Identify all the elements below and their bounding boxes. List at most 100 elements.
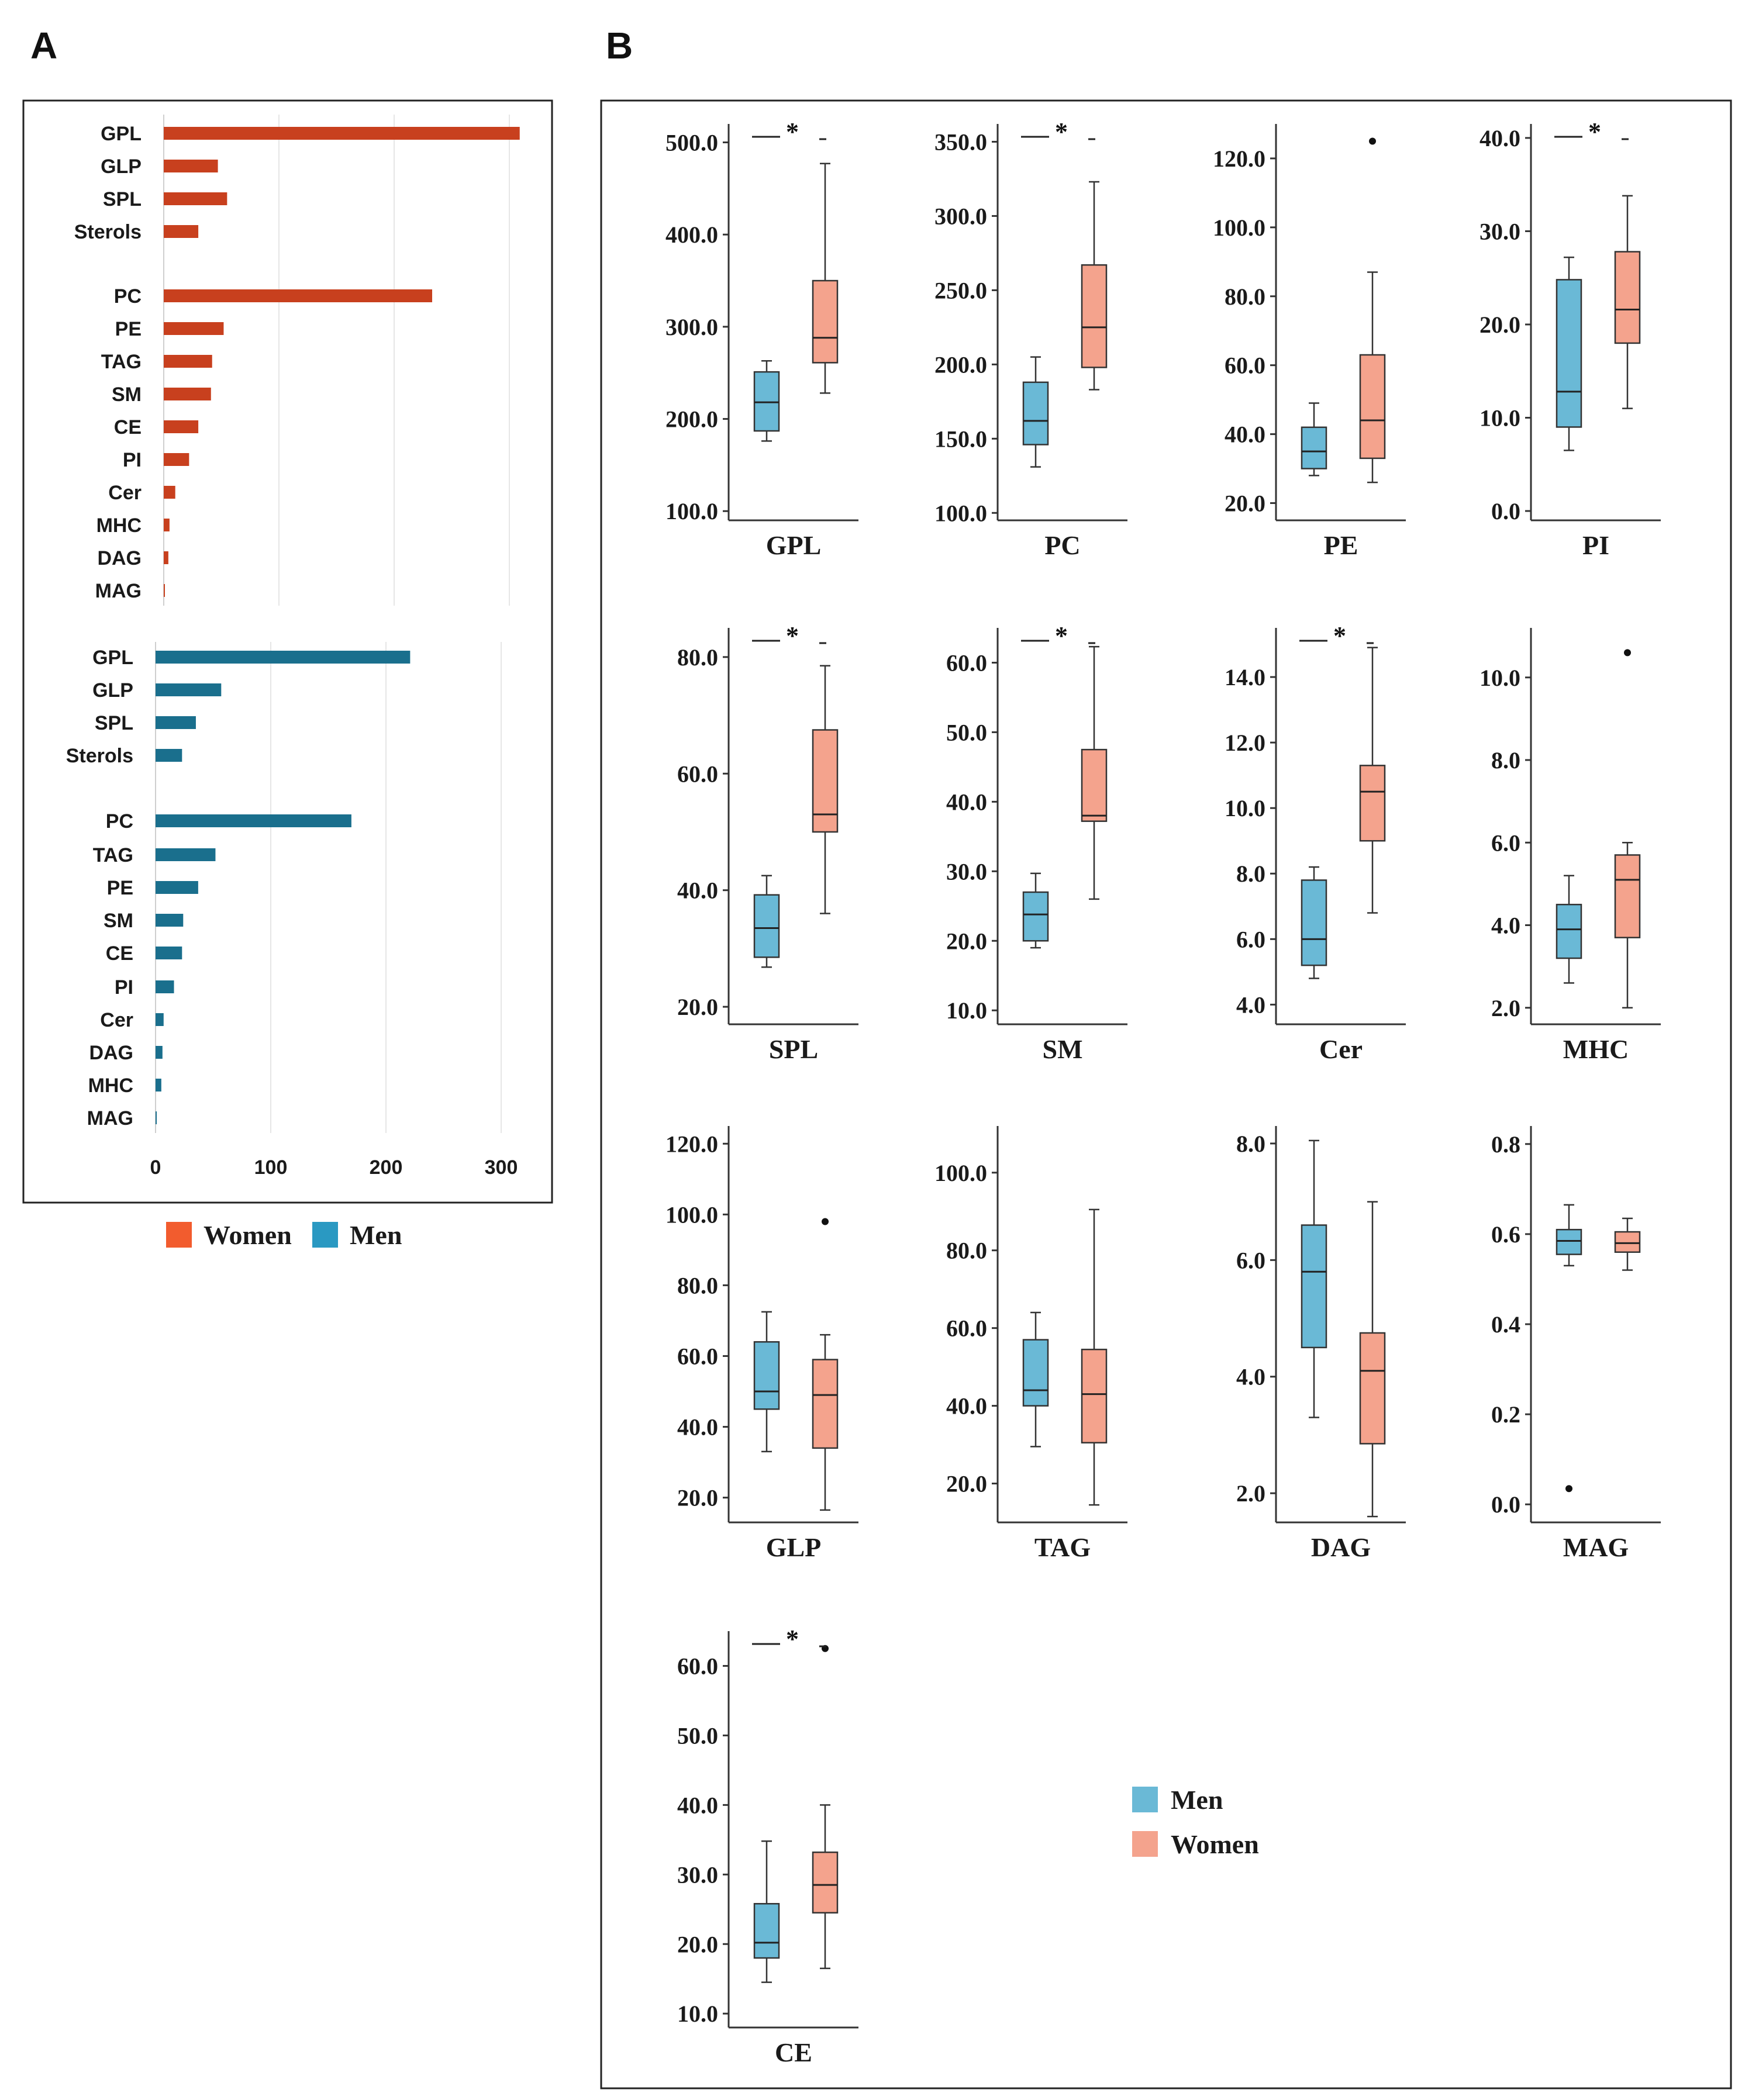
plot-title-gpl: GPL — [766, 530, 822, 560]
bar-women-dag — [164, 551, 168, 564]
y-tick-label-cer-2: 8.0 — [1236, 861, 1265, 887]
y-tick-label-gpl-2: 300.0 — [665, 314, 718, 340]
bar-men-pc — [156, 814, 351, 827]
category-label-men-sm: SM — [104, 910, 133, 932]
significance-star-sm: * — [1055, 621, 1068, 650]
y-tick-label-pe-5: 120.0 — [1213, 146, 1265, 172]
y-tick-label-pe-1: 40.0 — [1225, 422, 1265, 448]
category-label-women-ce: CE — [114, 416, 142, 438]
panel-a-frame — [22, 99, 553, 1204]
category-label-women-pc: PC — [114, 285, 142, 308]
y-tick-label-tag-3: 80.0 — [946, 1238, 987, 1264]
boxplot-sm: 10.0 20.0 30.0 40.0 50.0 60.0 SM * — [946, 621, 1127, 1064]
box-mhc-men — [1556, 875, 1582, 984]
bar-men-mag — [156, 1111, 157, 1124]
box-tag-men — [1022, 1311, 1049, 1448]
bar-women-ce — [164, 420, 199, 433]
category-label-women-cer: Cer — [108, 482, 142, 504]
boxplot-dag: 2.0 4.0 6.0 8.0 DAG — [1236, 1126, 1406, 1562]
box-glp-women — [812, 1218, 839, 1511]
plot-title-pi: PI — [1582, 530, 1609, 560]
category-label-women-mag: MAG — [95, 580, 142, 602]
plot-title-sm: SM — [1043, 1034, 1083, 1064]
y-tick-label-mhc-3: 8.0 — [1491, 747, 1520, 773]
y-tick-label-ce-2: 30.0 — [677, 1861, 718, 1888]
bar-women-tag — [164, 355, 212, 368]
iqr-box — [812, 1359, 839, 1449]
bar-men-cer — [156, 1013, 164, 1026]
panel-a-letter: A — [30, 25, 57, 67]
legend-b-women-label: Women — [1171, 1829, 1259, 1859]
box-cer-men — [1301, 866, 1327, 979]
category-label-women-sterols: Sterols — [74, 221, 142, 243]
box-gpl-women — [812, 163, 839, 394]
y-tick-label-mag-4: 0.8 — [1491, 1131, 1520, 1158]
iqr-box — [1081, 748, 1108, 822]
y-tick-label-dag-0: 2.0 — [1236, 1480, 1265, 1507]
iqr-box — [1301, 1224, 1327, 1349]
bar-men-sterols — [156, 749, 182, 762]
iqr-box — [753, 1341, 780, 1410]
boxplot-mhc: 2.0 4.0 6.0 8.0 10.0 MHC — [1479, 628, 1661, 1064]
y-tick-label-ce-3: 40.0 — [677, 1792, 718, 1818]
box-pi-men — [1556, 256, 1582, 451]
iqr-box — [1556, 279, 1582, 428]
iqr-box — [1301, 426, 1327, 469]
iqr-box — [753, 894, 780, 958]
box-gpl-men — [753, 360, 780, 442]
category-label-men-pe: PE — [107, 877, 133, 899]
iqr-box — [1614, 854, 1641, 938]
y-tick-label-glp-3: 80.0 — [677, 1272, 718, 1298]
legend-a-men-label: Men — [350, 1220, 402, 1250]
box-mag-women — [1614, 1217, 1641, 1271]
category-label-women-spl: SPL — [103, 188, 142, 210]
panel-b-box-plots: 100.0 200.0 300.0 400.0 500.0 GPL * 100.0 150.0 2… — [665, 118, 1661, 2067]
y-tick-label-glp-0: 20.0 — [677, 1485, 718, 1511]
iqr-box — [1022, 891, 1049, 942]
x-tick-label-200: 200 — [370, 1156, 403, 1179]
iqr-box — [1081, 1348, 1108, 1443]
bar-men-spl — [156, 716, 196, 729]
y-tick-label-tag-1: 40.0 — [946, 1393, 987, 1419]
plot-title-mhc: MHC — [1563, 1034, 1629, 1064]
category-label-women-mhc: MHC — [96, 514, 142, 537]
y-tick-label-sm-2: 30.0 — [946, 858, 987, 885]
iqr-box — [1614, 251, 1641, 344]
box-sm-women — [1081, 645, 1108, 900]
y-tick-label-sm-5: 60.0 — [946, 650, 987, 676]
y-tick-label-gpl-1: 200.0 — [665, 406, 718, 433]
y-tick-label-sm-0: 10.0 — [946, 997, 987, 1024]
category-label-women-glp: GLP — [101, 156, 142, 178]
bar-women-sm — [164, 388, 211, 400]
iqr-box — [812, 1852, 839, 1914]
y-tick-label-spl-2: 60.0 — [677, 761, 718, 787]
box-ce-men — [753, 1840, 780, 1983]
y-tick-label-pc-5: 350.0 — [934, 129, 987, 155]
bar-women-mag — [164, 584, 165, 597]
bar-women-mhc — [164, 519, 170, 531]
y-tick-label-gpl-3: 400.0 — [665, 222, 718, 248]
y-tick-label-pc-4: 300.0 — [934, 203, 987, 229]
iqr-box — [1359, 765, 1386, 842]
category-label-men-dag: DAG — [89, 1042, 133, 1064]
category-label-women-pe: PE — [115, 318, 142, 340]
bar-women-pi — [164, 453, 189, 466]
legend-b-men-label: Men — [1171, 1785, 1223, 1815]
box-ce-women — [812, 1645, 839, 1970]
y-tick-label-dag-2: 6.0 — [1236, 1247, 1265, 1273]
y-tick-label-pi-4: 40.0 — [1479, 125, 1520, 151]
boxplot-pi: 0.0 10.0 20.0 30.0 40.0 PI * — [1479, 118, 1661, 560]
boxplot-pe: 20.0 40.0 60.0 80.0 100.0 120.0 PE — [1213, 124, 1406, 560]
y-tick-label-cer-3: 10.0 — [1225, 795, 1265, 821]
y-tick-label-pc-3: 250.0 — [934, 277, 987, 303]
y-tick-label-spl-1: 40.0 — [677, 878, 718, 904]
panel-a-bar-charts: GPL GLP SPL Sterols PC PE TAG SM CE PI Cer MHC DAG MA… — [66, 115, 520, 1179]
y-tick-label-mhc-0: 2.0 — [1491, 995, 1520, 1021]
box-cer-women — [1359, 647, 1386, 914]
bar-women-pe — [164, 322, 224, 335]
legend-b-women-swatch — [1132, 1831, 1158, 1857]
category-label-women-pi: PI — [123, 449, 142, 471]
box-pe-women — [1359, 137, 1386, 483]
outlier-point-0 — [1565, 1485, 1572, 1493]
y-tick-label-mag-1: 0.2 — [1491, 1401, 1520, 1428]
